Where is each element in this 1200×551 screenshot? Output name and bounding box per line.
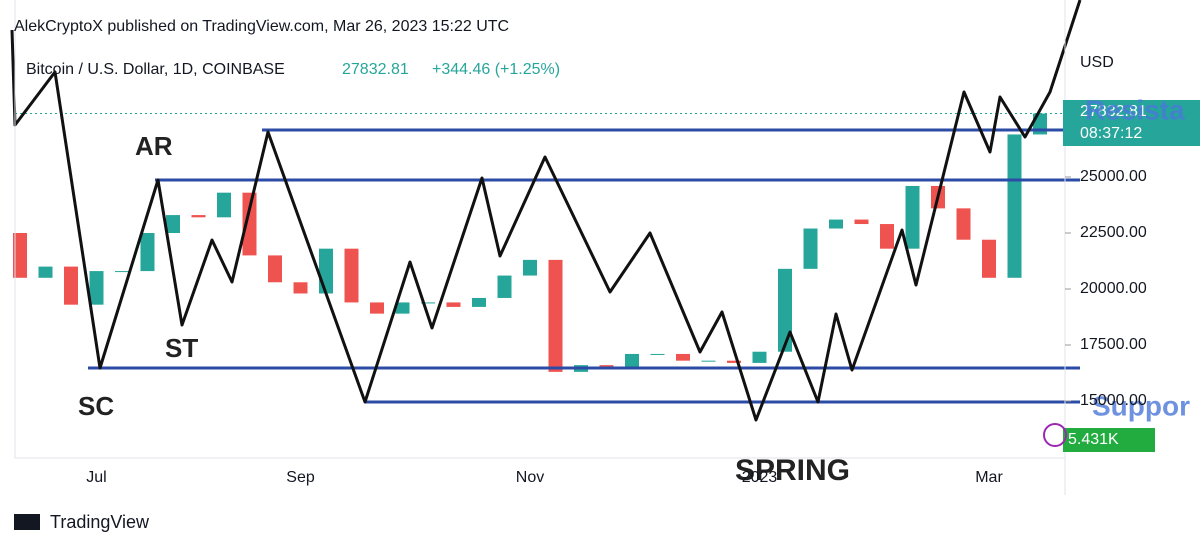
- last-price: 27832.81: [342, 61, 409, 78]
- alert-icon: [1043, 423, 1067, 447]
- candle-body: [166, 215, 180, 233]
- candle-body: [752, 351, 767, 363]
- price-label-box: [1063, 100, 1200, 146]
- annotation: Resista: [1085, 94, 1185, 125]
- candle-body: [650, 353, 665, 355]
- candle-body: [727, 360, 741, 363]
- candle-body: [370, 302, 384, 314]
- candle-body: [548, 259, 563, 372]
- candle-body: [242, 192, 257, 256]
- wyckoff-path: [10, 0, 1082, 422]
- candle-body: [140, 232, 155, 272]
- annotation: Suppor: [1092, 390, 1190, 421]
- candle-body: [701, 360, 716, 362]
- annotation: SC: [78, 391, 114, 421]
- symbol: Bitcoin / U.S. Dollar, 1D, COINBASE: [26, 61, 285, 78]
- candle-body: [625, 353, 639, 368]
- candle-body: [880, 224, 894, 249]
- annotation: ST: [165, 333, 198, 363]
- y-tick-label: 25000.00: [1080, 168, 1147, 185]
- candle-body: [344, 248, 359, 303]
- candle-body: [497, 275, 512, 298]
- y-tick-label: 15000.00: [1080, 392, 1147, 409]
- footer: TradingView: [50, 512, 150, 532]
- candle-body: [421, 302, 435, 304]
- candle-body: [982, 239, 996, 278]
- candle-body: [803, 228, 818, 269]
- annotation: SPRING: [735, 454, 850, 487]
- candle-body: [395, 302, 410, 314]
- candle-body: [778, 268, 792, 352]
- candle-body: [523, 259, 537, 276]
- drawings: [10, 0, 1082, 422]
- candle-body: [956, 208, 971, 240]
- candle-body: [293, 282, 308, 294]
- candle-body: [115, 271, 129, 273]
- candle-body: [829, 219, 843, 229]
- candle-body: [191, 215, 206, 218]
- annotation: AR: [135, 131, 173, 161]
- y-tick-label: 20000.00: [1080, 280, 1147, 297]
- x-tick-label: Nov: [516, 469, 544, 486]
- volume-label-box: [1063, 428, 1155, 452]
- candle-body: [268, 255, 282, 283]
- candle-body: [676, 353, 690, 361]
- x-tick-label: Jul: [86, 469, 106, 486]
- candle-body: [38, 266, 53, 278]
- candle-body: [1007, 134, 1022, 278]
- candle-body: [599, 365, 614, 368]
- candle-body: [319, 248, 333, 294]
- candle-body: [446, 302, 461, 307]
- candle-body: [13, 232, 27, 278]
- x-tick-label: Mar: [975, 469, 1003, 486]
- candle-body: [89, 271, 104, 305]
- y-tick-label: 17500.00: [1080, 336, 1147, 353]
- x-tick-label: 2023: [742, 469, 778, 486]
- header: AlekCryptoX published on TradingView.com…: [14, 18, 509, 35]
- y-tick-label: 22500.00: [1080, 224, 1147, 241]
- volume-label: 5.431K: [1068, 431, 1119, 448]
- candle-body: [64, 266, 78, 305]
- candle-body: [854, 219, 869, 225]
- logo: [14, 514, 40, 530]
- candle-body: [472, 297, 486, 307]
- y-axis-label: USD: [1080, 54, 1114, 71]
- countdown: 08:37:12: [1080, 125, 1142, 142]
- candle-body: [217, 192, 231, 218]
- change: +344.46 (+1.25%): [432, 61, 560, 78]
- x-tick-label: Sep: [286, 469, 315, 486]
- candle-body: [905, 185, 920, 249]
- price-label: 27832.81: [1080, 103, 1147, 120]
